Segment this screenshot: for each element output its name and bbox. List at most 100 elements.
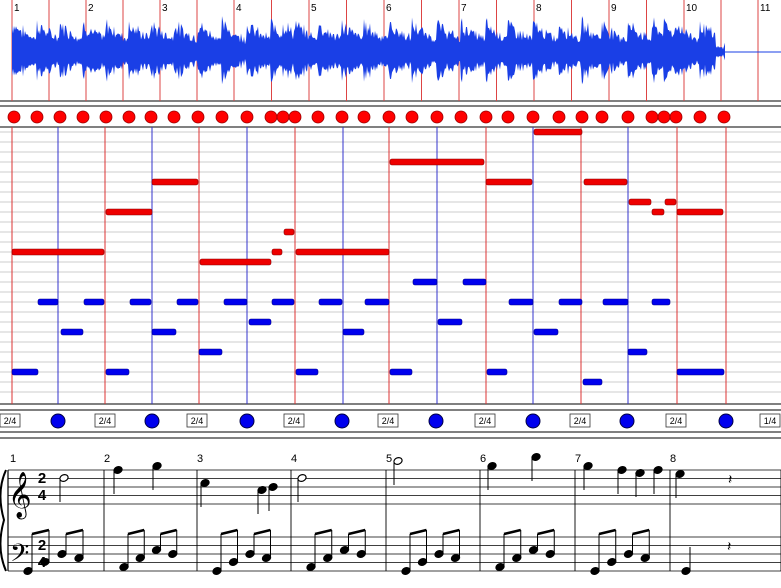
melody-note xyxy=(389,158,485,166)
beam xyxy=(632,528,650,536)
bass-note xyxy=(151,328,177,336)
measure-number: 11 xyxy=(760,3,771,14)
score-measure-number: 7 xyxy=(575,453,581,465)
onset-marker xyxy=(30,110,44,124)
beam xyxy=(537,528,555,536)
beam xyxy=(442,528,460,536)
score-measure-number: 8 xyxy=(670,453,676,465)
time-sig-label: 2/4 xyxy=(191,416,204,426)
score-measure-number: 6 xyxy=(480,453,486,465)
beam xyxy=(160,528,178,536)
time-sig-box xyxy=(0,413,21,428)
beat-marker xyxy=(525,413,541,429)
melody-note xyxy=(651,208,665,216)
time-sig-top: 2 xyxy=(38,470,46,487)
onset-marker xyxy=(276,110,290,124)
time-sig-box xyxy=(377,413,399,428)
bass-note xyxy=(676,368,725,376)
melody-note xyxy=(271,248,283,256)
measure-number: 6 xyxy=(386,3,392,14)
time-sig-label: 2/4 xyxy=(670,416,683,426)
onset-marker xyxy=(264,110,278,124)
melody-note xyxy=(199,258,272,266)
time-sig-box xyxy=(186,413,208,428)
melody-note xyxy=(283,228,295,236)
beam xyxy=(598,528,617,536)
bass-note xyxy=(364,298,390,306)
bass-note xyxy=(318,298,343,306)
onset-marker xyxy=(621,110,635,124)
melody-note xyxy=(151,178,199,186)
bass-note xyxy=(342,328,365,336)
onset-marker xyxy=(122,110,136,124)
score-panel: 𝄞𝄢242412345678𝄽𝄽 xyxy=(0,453,781,575)
treble-clef: 𝄞 xyxy=(8,472,32,520)
onset-marker xyxy=(99,110,113,124)
rest: 𝄽 xyxy=(727,538,731,554)
bass-note xyxy=(437,318,463,326)
bass-note xyxy=(627,348,648,356)
onset-marker xyxy=(311,110,325,124)
bass-note xyxy=(582,378,603,386)
bass-note xyxy=(105,368,130,376)
bass-note xyxy=(223,298,248,306)
time-sig-box xyxy=(283,413,305,428)
onset-marker xyxy=(717,110,731,124)
time-sig-label: 2/4 xyxy=(99,416,112,426)
onset-marker xyxy=(288,110,302,124)
bass-clef: 𝄢 xyxy=(10,540,29,573)
bass-note xyxy=(558,298,583,306)
beat-row: 2/4 2/4 2/4 2/4 2/4 2/4 2/4 2/4 1/4 xyxy=(0,413,781,429)
bass-note xyxy=(602,298,629,306)
measure-number: 4 xyxy=(236,3,242,14)
beam xyxy=(220,528,238,536)
onset-marker xyxy=(144,110,158,124)
time-sig-label: 2/4 xyxy=(288,416,301,426)
onset-marker xyxy=(7,110,21,124)
piano-roll xyxy=(0,127,781,404)
time-sig-top: 2 xyxy=(38,537,46,554)
beat-marker xyxy=(428,413,444,429)
bass-note xyxy=(83,298,105,306)
onset-marker xyxy=(382,110,396,124)
bass-note xyxy=(198,348,223,356)
beam xyxy=(127,528,145,536)
onset-marker xyxy=(53,110,67,124)
time-sig-box xyxy=(665,413,687,428)
bass-note xyxy=(462,278,487,286)
time-sig-box xyxy=(759,413,781,428)
rest: 𝄽 xyxy=(728,471,732,487)
bass-note xyxy=(11,368,39,376)
beam xyxy=(65,528,84,536)
beam xyxy=(348,528,366,536)
bass-note xyxy=(248,318,272,326)
melody-note xyxy=(485,178,533,186)
onset-marker xyxy=(575,110,589,124)
onset-marker xyxy=(191,110,205,124)
time-sig-bottom: 4 xyxy=(38,487,47,504)
time-sig-box xyxy=(94,413,116,428)
onset-marker xyxy=(215,110,229,124)
measure-number: 7 xyxy=(461,3,467,14)
onset-marker xyxy=(645,110,659,124)
onset-marker xyxy=(167,110,181,124)
beat-marker xyxy=(50,413,66,429)
measure-number: 8 xyxy=(536,3,542,14)
onset-marker xyxy=(501,110,515,124)
bass-note xyxy=(508,298,534,306)
beat-marker xyxy=(144,413,160,429)
measure-number: 5 xyxy=(311,3,317,14)
waveform-panel: 1 2 3 4 5 6 7 8 9 10 11 xyxy=(11,0,781,101)
brace xyxy=(0,469,7,572)
time-sig-box xyxy=(569,413,591,428)
score-measure-number: 5 xyxy=(386,453,392,465)
onset-row xyxy=(7,110,731,124)
beat-marker xyxy=(239,413,255,429)
melody-note xyxy=(11,248,105,256)
onset-marker xyxy=(357,110,371,124)
bass-note xyxy=(295,368,319,376)
onset-marker xyxy=(454,110,468,124)
bass-note xyxy=(389,368,413,376)
